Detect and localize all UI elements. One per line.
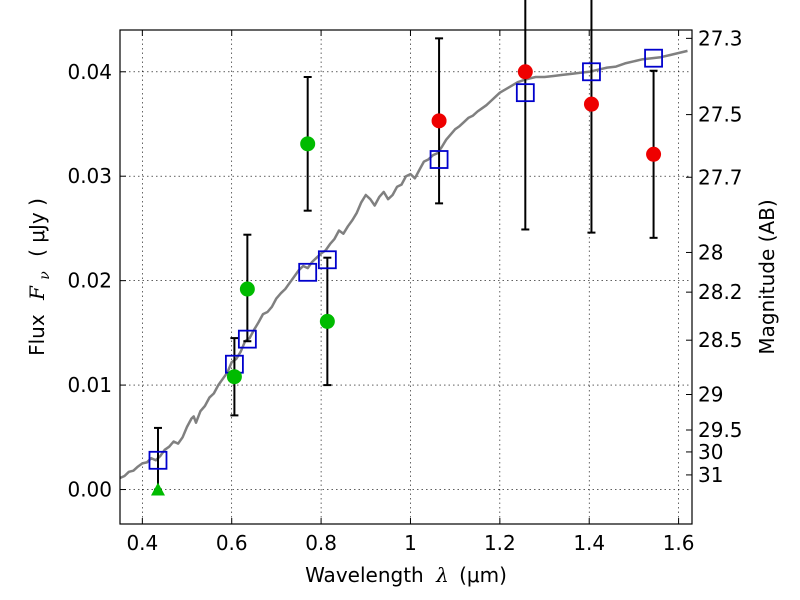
x-axis-label-unit: (μm) [459, 563, 507, 587]
x-tick-label: 0.8 [305, 531, 337, 555]
y-tick-label: 0.01 [67, 373, 112, 397]
wfc3-observed-marker [517, 64, 533, 80]
model-photometry-marker [429, 150, 449, 169]
model-photometry-marker [515, 83, 535, 103]
plot-frame [119, 29, 693, 525]
y2-tick-label: 31 [698, 463, 723, 487]
x-tick-label: 1.2 [484, 531, 516, 555]
y-axis-label-unit: ( μJy ) [25, 198, 49, 257]
y2-tick-label: 29.5 [698, 418, 743, 442]
grid-layer [120, 30, 692, 524]
upper-limit-marker [150, 482, 165, 496]
acs-observed-marker [319, 313, 335, 329]
model-photometry-marker [582, 62, 601, 82]
y-tick-label: 0.00 [67, 478, 112, 502]
model-photometry-marker [237, 329, 257, 349]
y2-tick-label: 28.5 [698, 328, 743, 352]
wfc3-observed-marker [583, 96, 599, 112]
x-tick-label: 1 [404, 531, 417, 555]
acs-observed-marker [226, 369, 242, 385]
x-axis-label: Wavelength λ (μm) [305, 563, 507, 587]
tick-layer: 0.4 0.6 0.8 1 1.2 1.4 1.6 0.00 0.01 0.02 0.03 0.04 2… [67, 26, 742, 555]
acs-observed-marker [239, 281, 255, 297]
y2-tick-label: 30 [698, 440, 723, 464]
x-tick-label: 1.4 [573, 531, 605, 555]
x-tick-label: 0.4 [126, 531, 158, 555]
x-axis-label-symbol: λ [435, 563, 449, 587]
y2-tick-label: 27.7 [698, 165, 743, 189]
y-tick-label: 0.04 [67, 60, 112, 84]
y-tick-label: 0.03 [67, 164, 112, 188]
y2-axis-label: Magnitude (AB) [755, 199, 779, 354]
marker-layer [148, 48, 663, 496]
y-tick-label: 0.02 [67, 269, 112, 293]
wfc3-observed-marker [646, 146, 662, 162]
model-photometry-marker [644, 48, 663, 68]
y-axis-label-subscript: ν [37, 271, 53, 280]
x-axis-label-text: Wavelength [305, 563, 424, 587]
model-photometry-marker [148, 450, 168, 470]
model-photometry-marker [317, 250, 337, 270]
y2-tick-label: 29 [698, 382, 723, 406]
model-spectrum-line [119, 49, 688, 480]
y-axis-label: Flux F ν ( μJy ) [25, 198, 54, 356]
spectrum-layer [119, 49, 688, 480]
model-photometry-marker [298, 262, 318, 282]
y2-tick-label: 28.2 [698, 280, 743, 304]
y-axis-label-text: Flux [25, 314, 49, 356]
x-tick-label: 1.6 [663, 531, 695, 555]
acs-observed-marker [300, 136, 316, 152]
y2-tick-label: 27.5 [698, 103, 743, 127]
wfc3-observed-marker [431, 113, 447, 129]
x-tick-label: 0.6 [216, 531, 248, 555]
y2-tick-label: 28 [698, 240, 723, 264]
y2-tick-label: 27.3 [698, 26, 743, 50]
y-axis-label-symbol: F [25, 285, 49, 301]
